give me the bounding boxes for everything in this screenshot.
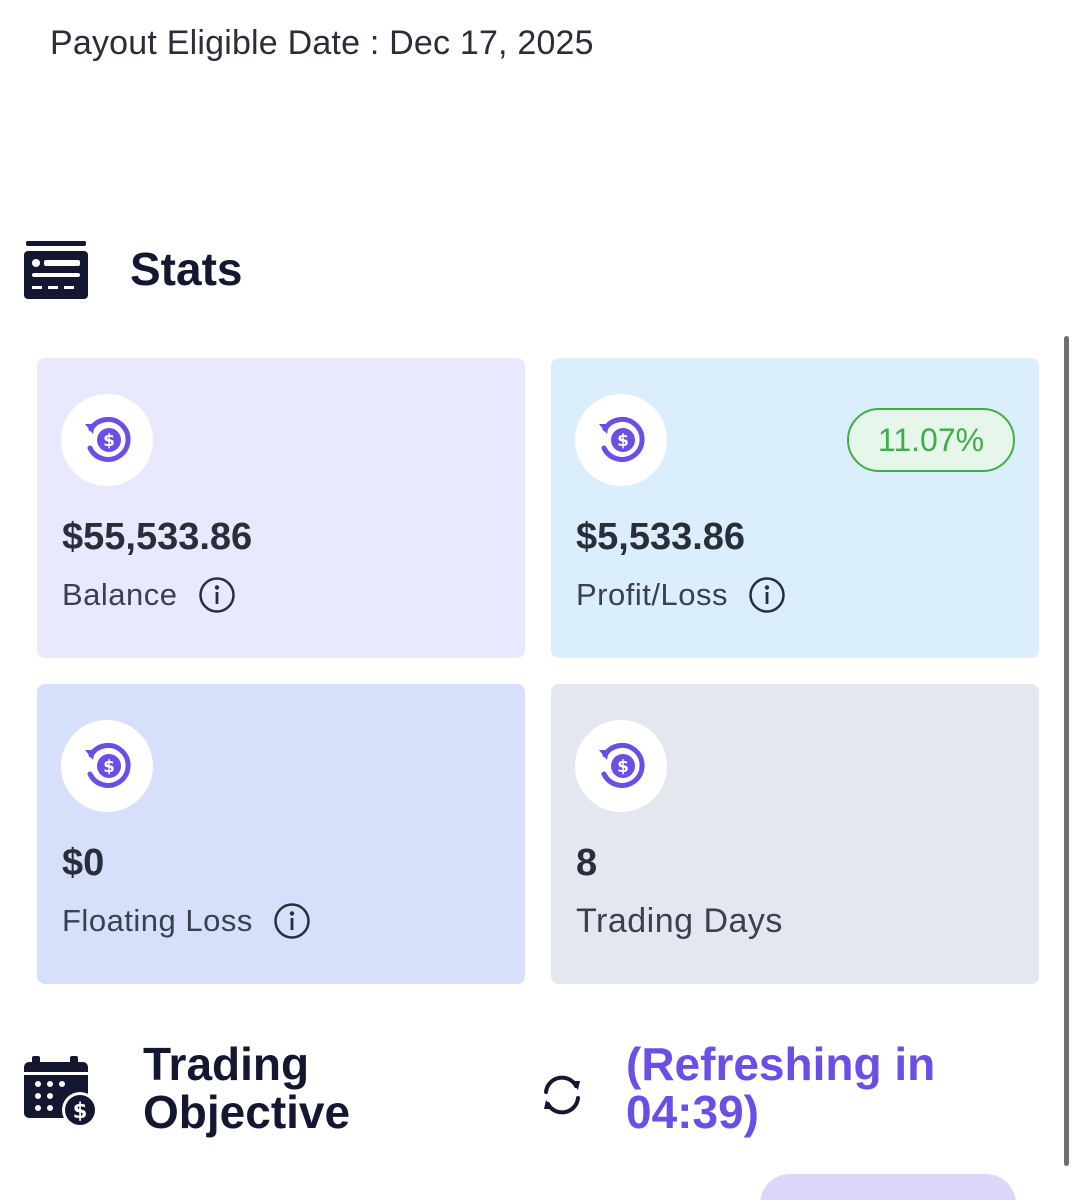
trading-days-label-row: Trading Days bbox=[576, 902, 783, 941]
balance-card: $ $55,533.86 Balance bbox=[37, 358, 525, 658]
partial-action-button[interactable] bbox=[760, 1174, 1016, 1200]
stats-dashboard-icon bbox=[24, 241, 88, 299]
profit-loss-label: Profit/Loss bbox=[576, 577, 728, 612]
balance-label-row: Balance bbox=[62, 576, 236, 614]
trading-objective-title: Trading Objective bbox=[143, 1038, 351, 1138]
dollar-refresh-icon: $ bbox=[599, 416, 645, 462]
refresh-countdown: (Refreshing in 04:39) bbox=[626, 1038, 936, 1138]
floating-loss-label-row: Floating Loss bbox=[62, 902, 311, 940]
profit-percentage-badge: 11.07% bbox=[847, 408, 1015, 472]
stats-header: Stats bbox=[24, 240, 242, 300]
refresh-icon[interactable] bbox=[537, 1070, 587, 1120]
profit-loss-card: $ 11.07% $5,533.86 Profit/Loss bbox=[551, 358, 1039, 658]
floating-loss-card: $ $0 Floating Loss bbox=[37, 684, 525, 984]
stats-title: Stats bbox=[130, 243, 243, 295]
info-icon[interactable] bbox=[198, 576, 236, 614]
svg-text:$: $ bbox=[617, 757, 629, 777]
balance-label: Balance bbox=[62, 577, 178, 612]
coin-badge: $ bbox=[61, 720, 153, 812]
floating-loss-value: $0 bbox=[62, 842, 105, 884]
calendar-dollar-icon: $ bbox=[24, 1056, 98, 1128]
trading-days-card: $ 8 Trading Days bbox=[551, 684, 1039, 984]
dollar-refresh-icon: $ bbox=[599, 742, 645, 788]
coin-badge: $ bbox=[575, 394, 667, 486]
dollar-refresh-icon: $ bbox=[85, 742, 131, 788]
payout-eligible-date: Payout Eligible Date : Dec 17, 2025 bbox=[50, 24, 594, 62]
floating-loss-label: Floating Loss bbox=[62, 903, 253, 938]
info-icon[interactable] bbox=[748, 576, 786, 614]
svg-text:$: $ bbox=[103, 757, 115, 777]
coin-badge: $ bbox=[61, 394, 153, 486]
svg-text:$: $ bbox=[103, 431, 115, 451]
dollar-refresh-icon: $ bbox=[85, 416, 131, 462]
coin-badge: $ bbox=[575, 720, 667, 812]
trading-days-label: Trading Days bbox=[576, 902, 783, 940]
svg-text:$: $ bbox=[617, 431, 629, 451]
trading-days-value: 8 bbox=[576, 842, 598, 884]
svg-text:$: $ bbox=[73, 1099, 88, 1123]
profit-loss-value: $5,533.86 bbox=[576, 516, 746, 558]
balance-value: $55,533.86 bbox=[62, 516, 253, 558]
info-icon[interactable] bbox=[273, 902, 311, 940]
scrollbar[interactable] bbox=[1064, 336, 1069, 1166]
profit-loss-label-row: Profit/Loss bbox=[576, 576, 786, 614]
